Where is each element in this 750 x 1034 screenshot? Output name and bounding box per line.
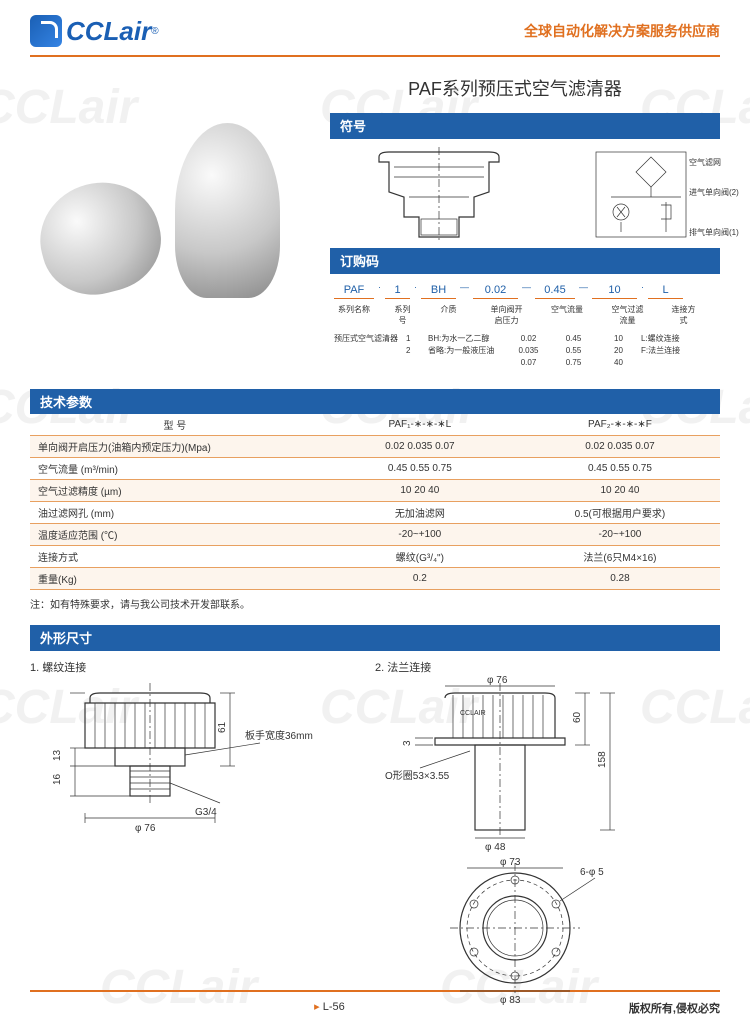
svg-text:进气单向阀(2): 进气单向阀(2) (689, 187, 739, 197)
svg-text:φ 83: φ 83 (500, 995, 521, 1006)
table-row: 温度适应范围 (℃)-20~+100-20~+100 (30, 524, 720, 546)
section-tech: 技术参数 (30, 389, 720, 414)
logo: CCLair ® (30, 15, 159, 47)
svg-text:3: 3 (402, 740, 413, 746)
section-symbol: 符号 (330, 113, 720, 138)
page-header: CCLair ® 全球自动化解决方案服务供应商 (0, 0, 750, 55)
table-row: 重量(Kg)0.20.28 (30, 568, 720, 590)
svg-text:板手宽度36mm: 板手宽度36mm (245, 729, 313, 742)
flange-side-drawing: φ 76 60 3 158 φ 48 (375, 683, 720, 853)
order-label: 连接方式 (666, 303, 701, 327)
section-dims: 外形尺寸 (30, 625, 720, 650)
svg-text:φ 73: φ 73 (500, 857, 521, 868)
logo-text: CCLair (66, 16, 151, 47)
order-label: 系列名称 (334, 303, 374, 327)
svg-text:空气滤网: 空气滤网 (689, 157, 721, 167)
tech-params-table: 型 号 PAF₁-∗-∗-∗L PAF₂-∗-∗-∗F 单向阀开启压力(油箱内预… (30, 414, 720, 590)
tech-note: 注：如有特殊要求，请与我公司技术开发部联系。 (30, 596, 720, 611)
order-seg: 1 (385, 282, 410, 299)
svg-text:13: 13 (52, 749, 63, 761)
dim-thread-title: 1. 螺纹连接 (30, 659, 375, 675)
product-photo (30, 113, 310, 343)
svg-text:60: 60 (572, 711, 583, 723)
svg-text:排气单向阀(1): 排气单向阀(1) (689, 227, 739, 237)
table-row: 油过滤网孔 (mm)无加油滤网0.5(可根据用户要求) (30, 502, 720, 524)
table-row: 空气过滤精度 (µm)10 20 4010 20 40 (30, 480, 720, 502)
section-order: 订购码 (330, 248, 720, 273)
order-label: 介质 (431, 303, 466, 327)
order-detail: 预压式空气滤清器 (334, 333, 406, 369)
order-seg: 0.02 (473, 282, 518, 299)
svg-text:16: 16 (52, 773, 63, 785)
page-title: PAF系列预压式空气滤清器 (280, 75, 750, 101)
order-seg: 10 (592, 282, 637, 299)
svg-text:φ 76: φ 76 (135, 823, 156, 834)
svg-text:φ 76: φ 76 (487, 675, 508, 686)
dim-flange-title: 2. 法兰连接 (375, 659, 720, 675)
order-seg: PAF (334, 282, 374, 299)
order-seg: L (648, 282, 683, 299)
table-row: 空气流量 (m³/min)0.45 0.55 0.750.45 0.55 0.7… (30, 458, 720, 480)
svg-text:O形圈53×3.55: O形圈53×3.55 (385, 770, 450, 782)
order-code-block: PAF · 1 · BH — 0.02 — 0.45 — 10 · L 系列名称 (330, 273, 720, 377)
svg-text:158: 158 (597, 751, 608, 768)
table-row: 单向阀开启压力(油箱内预定压力)(Mpa)0.02 0.035 0.070.02… (30, 436, 720, 458)
registered-mark: ® (151, 26, 158, 37)
svg-text:CCLAIR: CCLAIR (460, 710, 486, 717)
order-label: 系列号 (390, 303, 415, 327)
logo-icon (30, 15, 62, 47)
svg-text:φ 48: φ 48 (485, 842, 506, 853)
svg-text:G3/4: G3/4 (195, 807, 217, 818)
order-label: 空气过滤流量 (605, 303, 650, 327)
order-label: 单向阀开启压力 (484, 303, 529, 327)
thread-drawing: 13 16 61 φ 76 G3/4 板手宽度36mm (30, 683, 375, 853)
order-seg: BH (421, 282, 456, 299)
order-label: 空气流量 (547, 303, 587, 327)
order-seg: 0.45 (535, 282, 575, 299)
header-divider (30, 55, 720, 57)
symbol-diagram: 空气滤网 进气单向阀(2) 排气单向阀(1) (330, 138, 720, 248)
table-row: 连接方式螺纹(G³/₄")法兰(6只M4×16) (30, 546, 720, 568)
svg-text:6-φ 5: 6-φ 5 (580, 867, 604, 878)
flange-top-drawing: φ 73 6-φ 5 φ 83 (375, 863, 720, 1003)
header-slogan: 全球自动化解决方案服务供应商 (524, 21, 720, 41)
svg-text:61: 61 (217, 721, 228, 733)
